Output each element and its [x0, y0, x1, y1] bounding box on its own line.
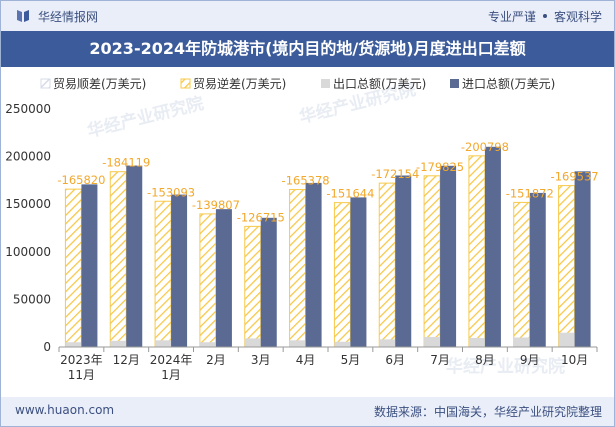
import-bar — [529, 192, 546, 347]
legend-swatch — [180, 78, 191, 89]
import-bar — [484, 146, 501, 347]
legend: 贸易顺差(万美元) 贸易逆差(万美元) 出口总额(万美元) 进口总额(万美元) — [40, 76, 555, 91]
deficit-bar — [333, 202, 351, 348]
x-tick-label: 5月 — [341, 353, 361, 367]
tagline-right: 客观科学 — [553, 9, 602, 24]
top-bar: 华经情报网 专业严谨 客观科学 — [1, 1, 614, 31]
y-tick-label: 100000 — [5, 245, 51, 259]
deficit-bar — [513, 201, 531, 348]
import-bar — [440, 165, 457, 347]
huajing-logo-icon — [17, 10, 29, 22]
export-bar — [379, 339, 396, 347]
x-tick-label: 12月 — [113, 353, 140, 367]
deficit-data-label: -200798 — [461, 140, 509, 154]
deficit-data-label: -165378 — [282, 174, 330, 188]
deficit-bar — [468, 155, 486, 348]
legend-label: 贸易顺差(万美元) — [53, 77, 146, 91]
x-tick-label: 3月 — [251, 353, 271, 367]
footer-source: 数据来源：中国海关，华经产业研究院整理 — [373, 405, 602, 419]
legend-swatch — [321, 79, 330, 88]
legend-swatch — [450, 79, 459, 88]
deficit-data-label: -153093 — [147, 185, 195, 199]
export-bar — [110, 340, 127, 347]
x-tick-label: 7月 — [430, 353, 450, 367]
import-bar — [81, 184, 98, 347]
import-bar — [350, 197, 367, 347]
bars — [64, 146, 591, 348]
import-bar — [126, 165, 143, 347]
deficit-data-label: -151644 — [326, 187, 374, 201]
x-axis: 2023年 11月 12月 2024年 1月 2月 3月 4月 5月 6月 7月 8月 9月 10月 — [58, 346, 598, 382]
x-tick-label: 2023年 11月 — [60, 353, 103, 382]
deficit-bar — [244, 225, 262, 348]
deficit-data-label: -179825 — [416, 160, 464, 174]
tagline-left: 专业严谨 — [487, 9, 536, 24]
import-bar — [260, 217, 277, 347]
legend-label: 进口总额(万美元) — [462, 77, 555, 91]
x-tick-label: 6月 — [385, 353, 405, 367]
y-tick-label: 150000 — [5, 197, 51, 211]
y-tick-label: 250000 — [5, 102, 51, 116]
deficit-bar — [558, 185, 576, 348]
deficit-bar — [64, 188, 82, 348]
chart-title: 2023-2024年防城港市(境内目的地/货源地)月度进出口差额 — [89, 39, 526, 58]
deficit-data-label: -184119 — [102, 156, 150, 170]
export-bar — [199, 342, 216, 347]
deficit-bar — [154, 200, 172, 348]
x-tick-label: 2024年 1月 — [150, 353, 193, 382]
deficit-data-label: -151872 — [506, 186, 554, 200]
legend-swatch — [40, 78, 51, 89]
export-bar — [513, 337, 530, 347]
deficit-data-label: -165820 — [57, 173, 105, 187]
export-bar — [289, 340, 306, 347]
deficit-bar — [289, 189, 307, 348]
data-labels: -165820 -184119 -153093-139807-126715 -1653… — [57, 140, 598, 225]
export-bar — [65, 342, 82, 347]
y-tick-label: 200000 — [5, 150, 51, 164]
deficit-data-label: -126715 — [237, 210, 285, 224]
footer: www.huaon.com 数据来源：中国海关，华经产业研究院整理 — [1, 397, 614, 426]
export-bar — [468, 337, 485, 347]
x-tick-label: 9月 — [520, 353, 540, 367]
x-tick-label: 2月 — [206, 353, 226, 367]
import-bar — [395, 175, 412, 347]
x-tick-label: 8月 — [475, 353, 495, 367]
export-bar — [244, 338, 261, 347]
brand[interactable]: 华经情报网 — [15, 7, 98, 25]
deficit-data-label: -172154 — [371, 167, 419, 181]
y-axis: 0 50000 100000 150000 200000 250000 — [5, 102, 51, 354]
deficit-bar — [423, 175, 441, 348]
import-bar — [305, 182, 322, 347]
legend-label: 贸易逆差(万美元) — [193, 76, 286, 91]
x-tick-label: 4月 — [296, 353, 316, 367]
export-bar — [424, 337, 441, 347]
tagline: 专业严谨 客观科学 — [488, 7, 602, 25]
import-bar — [574, 171, 591, 347]
legend-label: 出口总额(万美元) — [333, 77, 426, 91]
y-tick-label: 50000 — [13, 292, 51, 306]
deficit-bar — [109, 171, 127, 348]
export-bar — [155, 340, 172, 347]
deficit-bar — [199, 213, 217, 348]
footer-website-link[interactable]: www.huaon.com — [15, 403, 115, 417]
watermark-text: 华经产业研究院 — [446, 356, 565, 377]
title-bar: 2023-2024年防城港市(境内目的地/货源地)月度进出口差额 — [1, 31, 614, 67]
bullet-dot-icon — [542, 14, 547, 18]
export-bar — [558, 332, 575, 347]
import-bar — [215, 209, 232, 347]
deficit-data-label: -139807 — [192, 198, 240, 212]
deficit-bar — [378, 182, 396, 348]
y-tick-label: 0 — [43, 340, 51, 354]
brand-name: 华经情报网 — [38, 9, 99, 24]
import-bar — [171, 194, 188, 347]
watermark-text: 华经产业研究院 — [85, 93, 206, 142]
x-tick-label: 10月 — [561, 353, 588, 367]
deficit-data-label: -169537 — [551, 170, 599, 184]
export-bar — [334, 341, 351, 347]
